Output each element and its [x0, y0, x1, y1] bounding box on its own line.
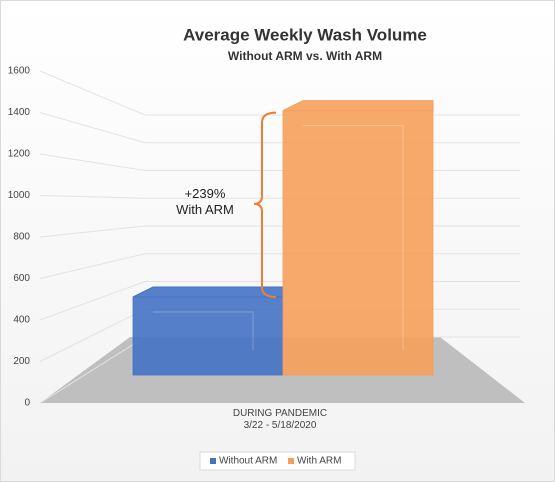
y-tick-label: 200: [13, 356, 30, 367]
grid-line: [39, 153, 520, 171]
bar-front: [282, 110, 434, 376]
bracket: [253, 111, 277, 298]
bar-front: [132, 296, 284, 376]
grid-line: [39, 70, 520, 116]
y-tick-label: 1000: [8, 190, 31, 201]
legend-box: [199, 451, 356, 471]
chart-title: Average Weekly Wash Volume: [183, 25, 427, 44]
legend-label: With ARM: [297, 456, 341, 467]
legend-swatch: [288, 458, 294, 464]
chart-subtitle: Without ARM vs. With ARM: [228, 49, 382, 63]
y-tick-label: 0: [24, 398, 30, 409]
bar: [132, 286, 284, 376]
y-tick-label: 800: [13, 232, 30, 243]
bar-back-edge: [153, 311, 254, 350]
grid-line: [39, 112, 520, 144]
x-category-label: DURING PANDEMIC 3/22 - 5/18/2020: [232, 408, 328, 431]
annotation: +239% With ARM: [176, 185, 234, 217]
y-tick-label: 400: [13, 315, 30, 326]
bar-top: [282, 100, 434, 112]
y-tick-label: 1600: [8, 66, 31, 77]
bar: [282, 100, 434, 376]
legend-label: Without ARM: [219, 456, 277, 467]
grid-line: [39, 253, 520, 279]
y-tick-label: 1400: [8, 107, 31, 118]
grid-line: [39, 195, 520, 199]
grid-line: [39, 225, 520, 238]
legend-swatch: [210, 458, 216, 464]
y-tick-label: 1200: [8, 149, 31, 160]
bar-top: [132, 286, 284, 298]
y-tick-label: 600: [13, 273, 30, 284]
bar-back-edge: [303, 125, 404, 350]
